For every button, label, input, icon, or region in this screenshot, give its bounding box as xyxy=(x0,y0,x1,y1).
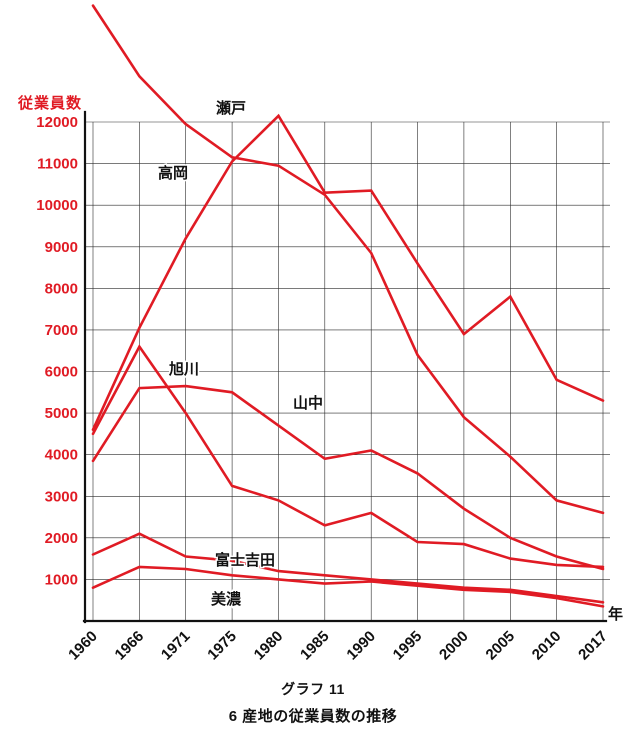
y-tick-label: 5000 xyxy=(45,405,78,422)
series-line-mino xyxy=(91,565,605,608)
x-tick-label: 1985 xyxy=(297,628,333,664)
chart-caption-number: グラフ 11 xyxy=(281,681,345,697)
series-label-seto: 瀬戸 xyxy=(216,99,246,117)
x-tick-label: 2005 xyxy=(483,628,519,664)
series-label-asahikawa: 旭川 xyxy=(168,360,199,378)
y-tick-label: 10000 xyxy=(36,197,78,214)
y-tick-label: 7000 xyxy=(45,322,78,339)
x-tick-label: 1975 xyxy=(204,628,240,664)
chart-caption-title: 6 産地の従業員数の推移 xyxy=(228,708,398,725)
x-tick-label: 1995 xyxy=(390,628,426,664)
y-tick-label: 9000 xyxy=(45,239,78,256)
y-tick-label: 4000 xyxy=(45,447,78,464)
series-line-asahikawa xyxy=(91,344,605,569)
x-tick-labels: 1960 1966 1971 1975 1980 1985 1990 1995 2000 2005… xyxy=(65,628,611,664)
y-tick-label: 3000 xyxy=(45,488,78,505)
series-line-yamanaka xyxy=(91,384,605,571)
y-tick-label: 1000 xyxy=(45,571,78,588)
x-tick-label: 2010 xyxy=(529,628,565,664)
x-axis-title: 年 xyxy=(608,605,623,623)
x-tick-label: 1966 xyxy=(112,628,148,664)
series-label-yamanaka: 山中 xyxy=(293,394,323,412)
y-tick-label: 11000 xyxy=(37,156,78,173)
x-tick-label: 2000 xyxy=(436,628,472,664)
y-tick-label: 8000 xyxy=(45,280,78,297)
y-tick-label: 2000 xyxy=(45,530,78,547)
series-line-takaoka xyxy=(91,4,605,515)
series-label-fujiyoshida: 富士吉田 xyxy=(215,551,275,569)
y-axis-title: 従業員数 xyxy=(17,94,82,112)
series-label-mino: 美濃 xyxy=(211,590,242,608)
series-line-fujiyoshida xyxy=(91,532,605,604)
y-tick-label: 6000 xyxy=(45,364,78,381)
x-tick-label: 1980 xyxy=(251,628,287,664)
series-label-takaoka: 高岡 xyxy=(158,164,188,182)
x-tick-label: 1990 xyxy=(343,628,379,664)
series-lines xyxy=(91,4,605,608)
series-line-seto xyxy=(91,113,605,432)
axes xyxy=(82,110,608,624)
x-tick-label: 1960 xyxy=(65,628,101,664)
employees-line-chart: 1000 2000 3000 4000 5000 6000 7000 8000 9000 1000… xyxy=(17,4,623,664)
x-tick-label: 1971 xyxy=(158,628,194,664)
chart-caption: グラフ 11 6 産地の従業員数の推移 xyxy=(0,679,626,726)
y-tick-labels: 1000 2000 3000 4000 5000 6000 7000 8000 9000 1000… xyxy=(36,114,78,588)
y-tick-label: 12000 xyxy=(36,114,78,131)
x-tick-label: 2017 xyxy=(575,628,611,664)
